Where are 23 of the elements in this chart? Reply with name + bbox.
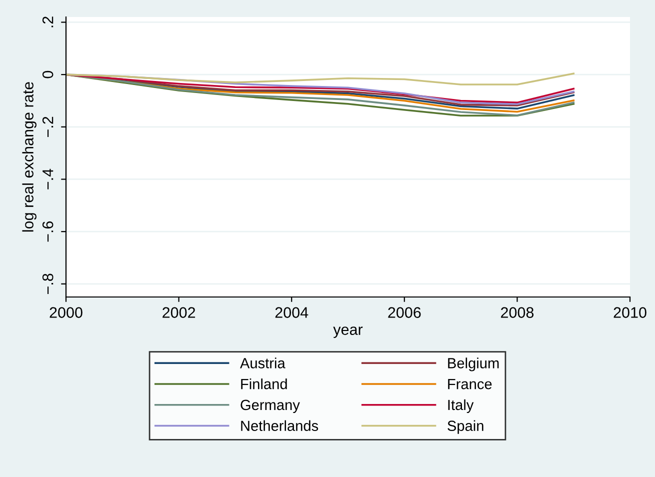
x-tick-label: 2010 — [614, 307, 646, 318]
legend-label: Belgium — [448, 358, 499, 372]
x-tick-label: 2000 — [50, 307, 82, 318]
x-axis-title: year — [333, 326, 363, 338]
x-tick-label: 2006 — [388, 307, 421, 318]
legend-label: Italy — [448, 399, 474, 413]
legend-label: Austria — [240, 358, 286, 368]
legend-label: Germany — [240, 400, 300, 413]
legend-label: Netherlands — [241, 420, 318, 431]
x-tick-label: 2004 — [275, 307, 308, 318]
y-axis-title: log real exchange rate — [22, 82, 36, 232]
legend-label: Finland — [241, 378, 287, 390]
line-series — [66, 72, 575, 86]
y-tick-label: 0 — [42, 70, 54, 78]
y-tick-label: −.6 — [42, 221, 54, 242]
y-tick-label: −.4 — [42, 168, 54, 190]
y-tick-label: −.2 — [42, 116, 54, 137]
y-tick-label: .2 — [42, 16, 54, 28]
legend-label: Spain — [448, 420, 484, 434]
x-tick-label: 2008 — [500, 307, 534, 318]
y-tick-label: −.8 — [42, 274, 54, 294]
legend-label: France — [448, 379, 492, 390]
x-tick-label: 2002 — [162, 307, 196, 318]
